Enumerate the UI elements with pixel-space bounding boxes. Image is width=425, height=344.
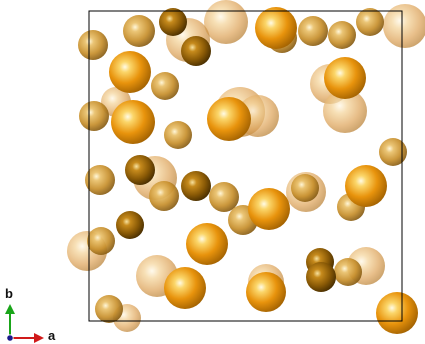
atom-sphere xyxy=(204,0,248,44)
atom-sphere xyxy=(186,223,228,265)
atom-sphere xyxy=(159,8,187,36)
atom-sphere xyxy=(209,182,239,212)
atom-sphere xyxy=(255,7,297,49)
atom-sphere xyxy=(109,51,151,93)
atom-sphere xyxy=(181,171,211,201)
atom-sphere xyxy=(323,89,367,133)
atom-sphere xyxy=(164,267,206,309)
atom-sphere xyxy=(379,138,407,166)
unit-cell-outline xyxy=(88,10,403,322)
atom-sphere xyxy=(164,121,192,149)
atom-sphere xyxy=(291,174,319,202)
atom-layer xyxy=(67,0,425,334)
atom-sphere xyxy=(356,8,384,36)
atom-sphere xyxy=(79,101,109,131)
atom-sphere xyxy=(306,262,336,292)
atom-sphere xyxy=(376,292,418,334)
atom-sphere xyxy=(95,295,123,323)
atom-sphere xyxy=(125,155,155,185)
atom-sphere xyxy=(87,227,115,255)
atom-sphere xyxy=(151,72,179,100)
atom-sphere xyxy=(78,30,108,60)
atom-sphere xyxy=(116,211,144,239)
b-axis-arrowhead xyxy=(5,304,15,314)
atom-sphere xyxy=(149,181,179,211)
atom-sphere xyxy=(324,57,366,99)
atom-sphere xyxy=(246,272,286,312)
atom-sphere xyxy=(248,188,290,230)
a-axis-label: a xyxy=(48,328,56,343)
b-axis-label: b xyxy=(5,286,13,301)
atom-sphere xyxy=(111,100,155,144)
atom-sphere xyxy=(328,21,356,49)
atom-sphere xyxy=(345,165,387,207)
atom-sphere xyxy=(334,258,362,286)
axis-indicator xyxy=(5,304,44,343)
atom-sphere xyxy=(123,15,155,47)
atom-sphere xyxy=(298,16,328,46)
atom-sphere xyxy=(85,165,115,195)
atom-sphere xyxy=(181,36,211,66)
atom-sphere xyxy=(207,97,251,141)
a-axis-arrowhead xyxy=(34,333,44,343)
atom-sphere xyxy=(383,4,425,48)
c-axis-dot xyxy=(6,334,14,342)
